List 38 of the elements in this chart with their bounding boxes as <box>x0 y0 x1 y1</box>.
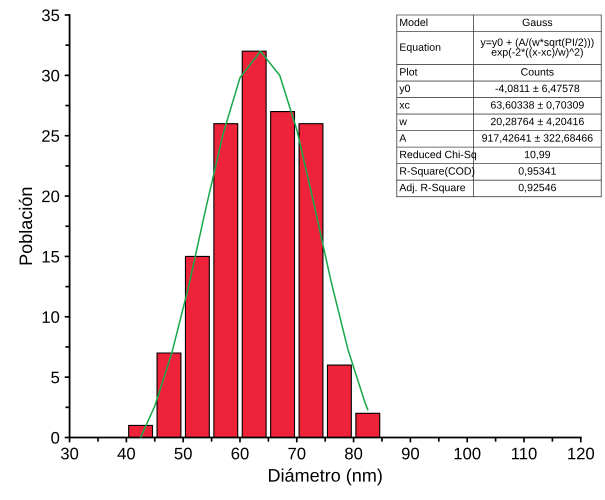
annotation: 63,60338 ± 0,70309 <box>490 101 584 110</box>
y-tick-label: 15 <box>42 251 60 263</box>
annotation: Gauss <box>522 18 552 26</box>
x-tick-label: 60 <box>232 448 249 460</box>
x-tick-label: 70 <box>288 448 306 460</box>
annotation: xc <box>399 102 410 109</box>
annotation: 0,95341 <box>518 167 556 176</box>
annotation: A <box>399 134 406 142</box>
y-axis-title: Población <box>18 188 32 264</box>
y-tick-label: 0 <box>51 432 60 444</box>
x-tick-label: 30 <box>60 448 78 460</box>
y-tick-label: 30 <box>42 70 60 82</box>
annotation: y=y0 + (A/(w*sqrt(PI/2))) exp(-2*((x-xc)/w)^2) <box>480 38 594 58</box>
x-tick-label: 40 <box>117 448 135 460</box>
annotation: 10,99 <box>524 150 550 160</box>
annotation: Counts <box>521 68 554 76</box>
x-tick-label: 90 <box>402 448 420 460</box>
annotation: 20,28764 ± 4,20416 <box>490 118 584 126</box>
x-tick-label: 100 <box>454 448 480 460</box>
annotation: Plot <box>400 68 418 76</box>
annotation: y0 <box>399 84 410 94</box>
x-tick-label: 80 <box>345 448 362 460</box>
y-tick-label: 25 <box>42 130 60 142</box>
y-tick-label: 5 <box>51 372 60 384</box>
annotation: 0,92546 <box>518 184 556 192</box>
annotation: Model <box>400 18 428 26</box>
x-tick-label: 120 <box>568 448 594 460</box>
annotation: w <box>399 120 407 126</box>
x-tick-label: 50 <box>174 448 192 460</box>
annotation: Adj. R-Square <box>399 183 466 194</box>
annotation: 917,42641 ± 322,68466 <box>482 134 593 143</box>
y-tick-label: 20 <box>42 190 60 202</box>
y-tick-label: 35 <box>42 9 60 22</box>
x-tick-label: 110 <box>512 448 537 460</box>
annotation: Equation <box>400 43 440 53</box>
y-tick-label: 10 <box>42 311 60 323</box>
annotation: -4,0811 ± 6,47578 <box>495 84 580 94</box>
x-axis-title: Diámetro (nm) <box>268 468 382 486</box>
